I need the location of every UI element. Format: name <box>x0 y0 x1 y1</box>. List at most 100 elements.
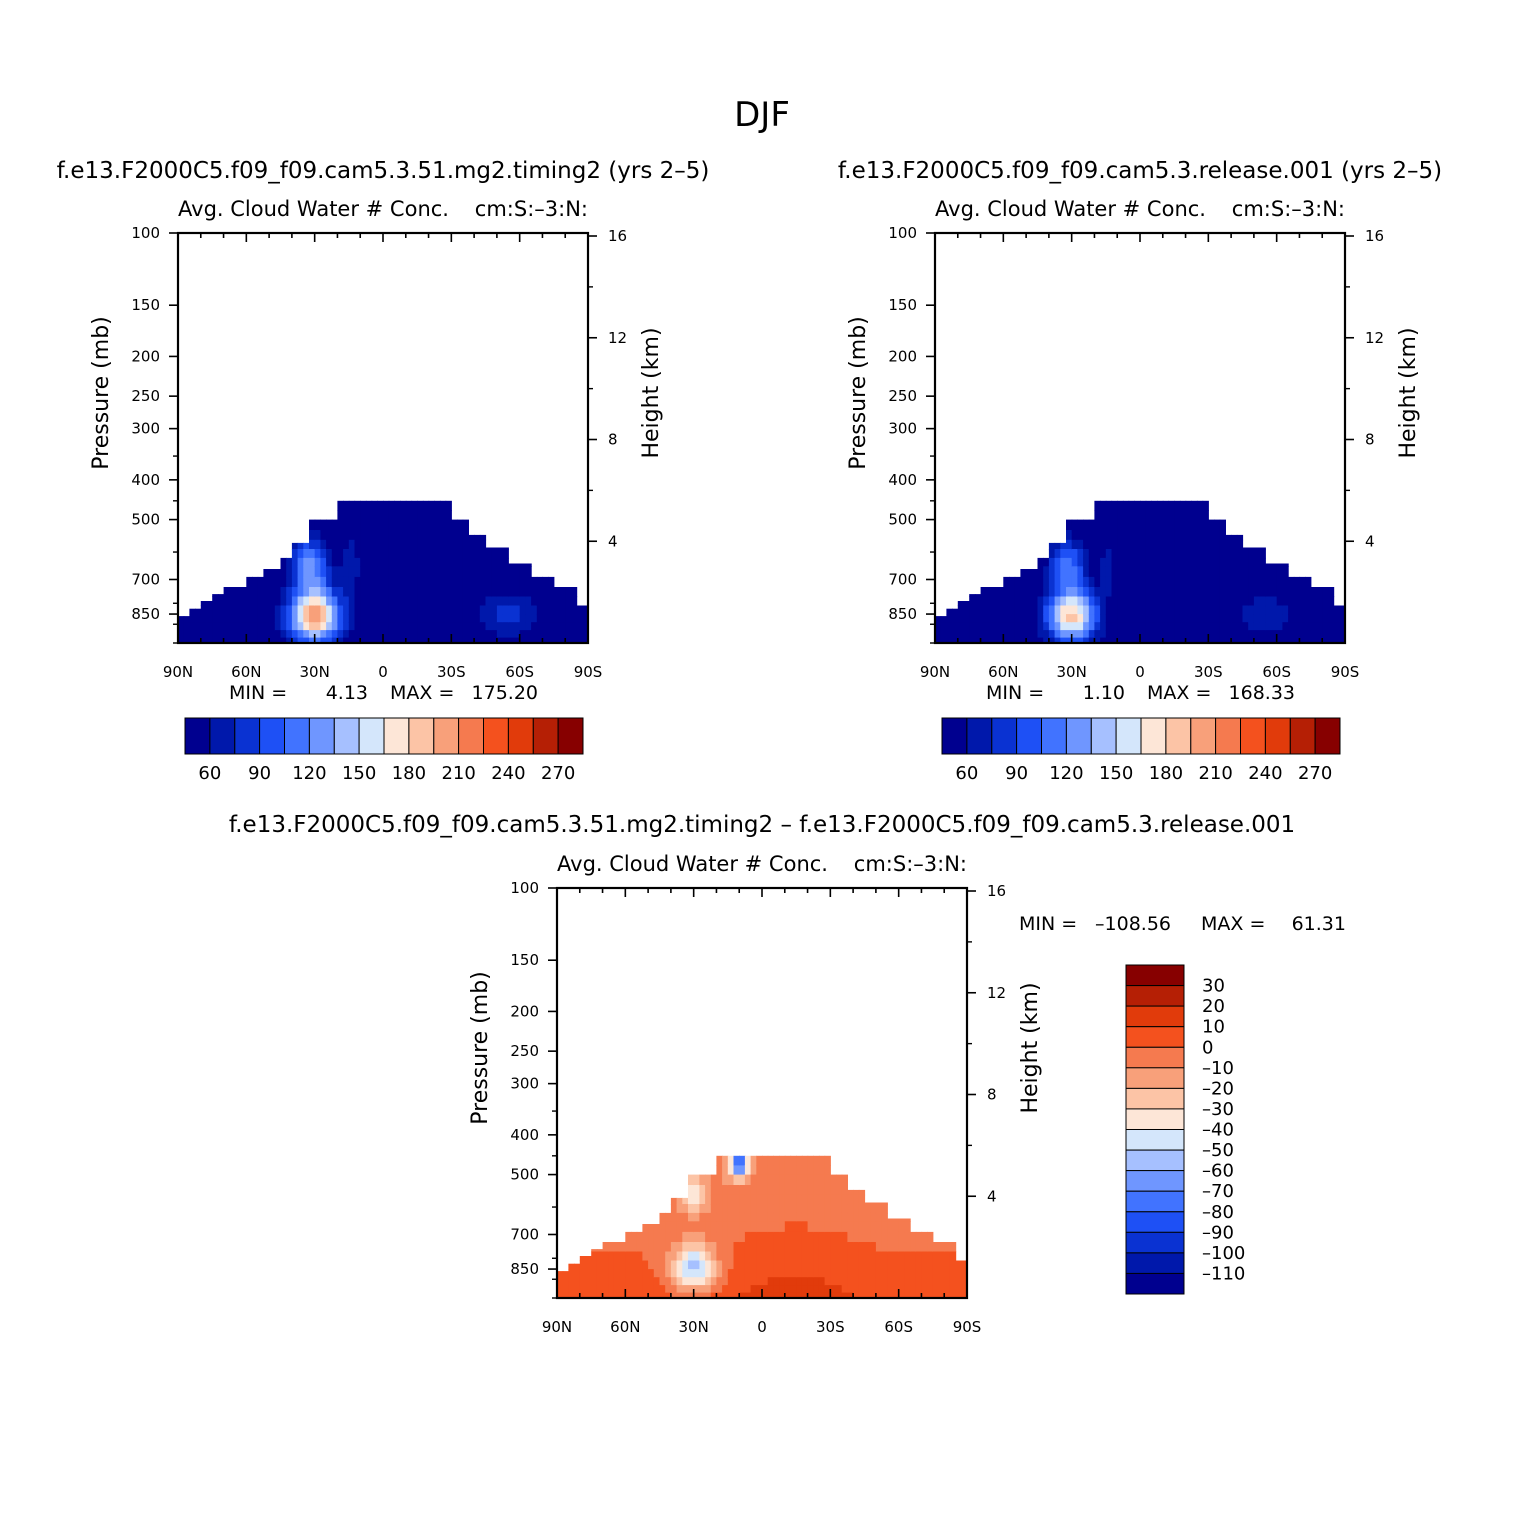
data-cell <box>961 1277 968 1286</box>
data-cell <box>417 596 424 607</box>
data-cell <box>1202 510 1209 521</box>
data-cell <box>1048 614 1056 623</box>
data-cell <box>400 605 407 615</box>
data-cell <box>1020 576 1027 588</box>
data-cell <box>1271 614 1278 623</box>
data-cell <box>462 576 469 588</box>
data-cell <box>682 1197 689 1205</box>
data-cell <box>1054 587 1061 598</box>
data-cell <box>1128 530 1135 541</box>
data-cell <box>1111 596 1118 607</box>
data-cell <box>1214 519 1221 531</box>
data-cell <box>944 1260 951 1270</box>
data-cell <box>439 530 447 541</box>
data-cell <box>1077 596 1084 607</box>
y-tick-label: 300 <box>131 420 160 438</box>
colorbar-box <box>259 717 286 755</box>
data-cell <box>291 622 299 631</box>
data-cell <box>428 630 435 639</box>
data-cell <box>710 1174 718 1186</box>
data-cell <box>1208 622 1215 631</box>
data-cell <box>767 1221 774 1233</box>
data-cell <box>508 566 515 578</box>
data-cell <box>365 576 373 588</box>
data-cell <box>619 1269 626 1278</box>
data-cell <box>847 1231 854 1243</box>
data-cell <box>1077 622 1084 631</box>
data-cell <box>1327 605 1335 615</box>
data-cell <box>642 1292 649 1299</box>
y-tick-label: 500 <box>888 511 917 529</box>
data-cell <box>1054 576 1061 588</box>
data-cell <box>676 1277 683 1286</box>
data-cell <box>818 1204 826 1214</box>
data-cell <box>274 622 282 631</box>
data-cell <box>1083 630 1090 639</box>
data-cell <box>693 1212 700 1222</box>
data-cell <box>286 614 293 623</box>
data-cell <box>1214 630 1221 639</box>
data-cell <box>619 1251 626 1262</box>
data-cell <box>1060 596 1067 607</box>
data-cell <box>653 1269 661 1278</box>
data-cell <box>1105 500 1113 511</box>
data-cell <box>309 596 316 607</box>
data-cell <box>1219 637 1226 644</box>
data-cell <box>348 557 356 567</box>
data-cell <box>542 614 549 623</box>
data-cell <box>887 1260 894 1270</box>
data-cell <box>1054 630 1061 639</box>
data-cell <box>343 605 350 615</box>
data-cell <box>354 530 361 541</box>
data-cell <box>727 1260 735 1270</box>
data-cell <box>847 1277 854 1286</box>
data-cell <box>1236 566 1244 578</box>
data-cell <box>744 1204 752 1214</box>
data-cell <box>1003 622 1010 631</box>
data-cell <box>779 1260 786 1270</box>
data-cell <box>519 614 526 623</box>
data-cell <box>670 1269 678 1278</box>
data-cell <box>705 1251 712 1262</box>
data-cell <box>1248 622 1255 631</box>
data-cell <box>887 1231 894 1243</box>
data-cell <box>762 1251 769 1262</box>
data-cell <box>388 539 395 550</box>
data-cell <box>756 1204 763 1214</box>
data-cell <box>559 587 566 598</box>
data-cell <box>693 1204 700 1214</box>
data-cell <box>631 1292 638 1299</box>
data-cell <box>750 1165 757 1176</box>
data-cell <box>824 1242 831 1253</box>
data-cell <box>722 1251 729 1262</box>
data-cell <box>779 1292 786 1299</box>
min-label: MIN = <box>229 682 287 704</box>
data-cell <box>1026 630 1033 639</box>
data-cell <box>1259 622 1266 631</box>
data-cell <box>337 549 344 559</box>
data-cell <box>636 1285 643 1294</box>
data-cell <box>274 630 282 639</box>
data-cell <box>519 605 526 615</box>
data-cell <box>508 614 515 623</box>
data-cell <box>365 596 373 607</box>
data-cell <box>337 596 344 607</box>
data-cell <box>314 530 321 541</box>
data-cell <box>474 605 481 615</box>
data-cell <box>217 630 225 639</box>
data-cell <box>451 557 458 567</box>
data-cell <box>303 614 310 623</box>
data-cell <box>326 519 333 531</box>
data-cell <box>1060 549 1067 559</box>
y-tick-label: 200 <box>888 347 917 365</box>
data-cell <box>625 1242 632 1253</box>
data-cell <box>938 1260 945 1270</box>
data-cell <box>1157 637 1164 644</box>
data-cell <box>801 1174 809 1186</box>
data-cell <box>1134 596 1141 607</box>
data-cell <box>1191 500 1198 511</box>
y-tick-label: 300 <box>888 420 917 438</box>
data-cell <box>1191 630 1198 639</box>
data-cell <box>1117 576 1124 588</box>
data-cell <box>946 608 953 615</box>
